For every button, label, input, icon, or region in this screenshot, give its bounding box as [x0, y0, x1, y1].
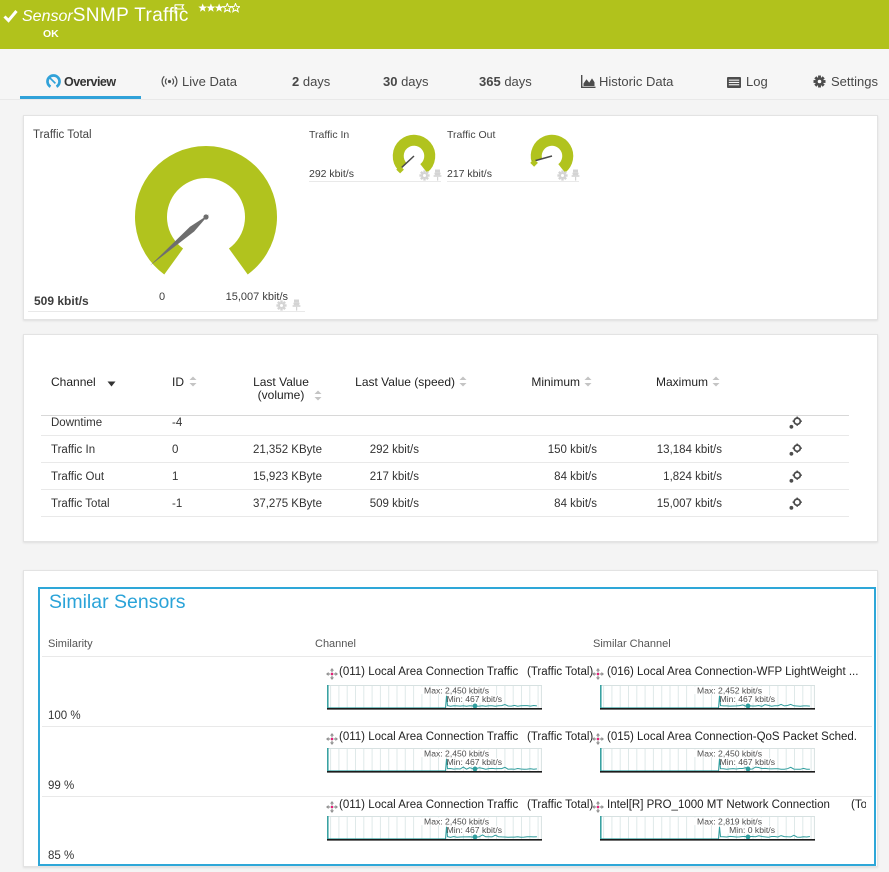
svg-text:Min: 467 kbit/s: Min: 467 kbit/s	[447, 825, 502, 835]
svg-text:Min: 467 kbit/s: Min: 467 kbit/s	[447, 757, 502, 767]
svg-text:Max: 2,450 kbit/s: Max: 2,450 kbit/s	[424, 748, 489, 758]
svg-text:Max: 2,450 kbit/s: Max: 2,450 kbit/s	[697, 748, 762, 758]
svg-text:Max: 2,450 kbit/s: Max: 2,450 kbit/s	[424, 816, 489, 826]
svg-text:Min: 0 kbit/s: Min: 0 kbit/s	[729, 825, 775, 835]
svg-text:Min: 467 kbit/s: Min: 467 kbit/s	[720, 757, 775, 767]
svg-text:Min: 467 kbit/s: Min: 467 kbit/s	[447, 694, 502, 704]
svg-text:Max: 2,819 kbit/s: Max: 2,819 kbit/s	[697, 816, 762, 826]
svg-text:Min: 467 kbit/s: Min: 467 kbit/s	[720, 694, 775, 704]
svg-text:Max: 2,452 kbit/s: Max: 2,452 kbit/s	[697, 685, 762, 695]
svg-text:Max: 2,450 kbit/s: Max: 2,450 kbit/s	[424, 685, 489, 695]
